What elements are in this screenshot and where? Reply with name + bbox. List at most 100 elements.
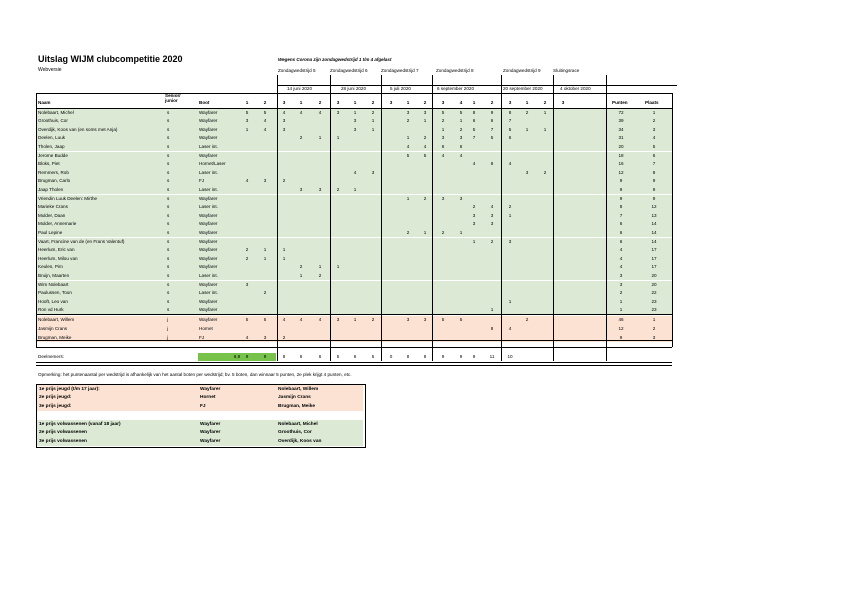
competitor-name: Groothuis, Cor bbox=[38, 118, 68, 124]
col-boot-header: Boot bbox=[199, 100, 210, 105]
col-race-number: 2 bbox=[371, 100, 375, 105]
prize-label: 3e prijs volwassenen bbox=[39, 438, 87, 444]
col-race-number: 3 bbox=[561, 100, 565, 105]
competitor-name: Marieke Crans bbox=[38, 204, 68, 210]
race-score: 3 bbox=[459, 135, 463, 141]
senior-junior: s bbox=[167, 238, 170, 244]
senior-junior: s bbox=[167, 264, 170, 270]
boat-type: Laser int. bbox=[199, 186, 218, 192]
total-points: 72 bbox=[618, 109, 624, 115]
total-points: 6 bbox=[619, 221, 623, 227]
table-row: Groothuis, Cor s Wayfarer 3 4 3 3 1 2 1 2 1 6 6 7 39 2 bbox=[36, 117, 672, 126]
boat-type: Laser int. bbox=[199, 169, 218, 175]
participants-row: Deelnemers: 6,9 9 9 8 6 6 5 6 5 0 8 8 9 9 9 11 10 bbox=[36, 353, 672, 362]
race-score: 3 bbox=[282, 118, 286, 124]
table-row: Wim Nolebaart s Wayfarer 3 3 20 bbox=[36, 280, 672, 290]
race-score: 4 bbox=[299, 109, 303, 115]
col-points-header: Punten bbox=[612, 100, 628, 105]
race-score: 5 bbox=[245, 317, 249, 323]
race-score: 5 bbox=[263, 109, 267, 115]
senior-junior: s bbox=[167, 212, 170, 218]
race-score: 4 bbox=[441, 152, 445, 158]
senior-junior: s bbox=[167, 152, 170, 158]
race-score: 3 bbox=[406, 317, 410, 323]
race-score: 1 bbox=[406, 195, 410, 201]
senior-junior: s bbox=[167, 221, 170, 227]
race-score: 1 bbox=[299, 272, 303, 278]
competitor-name: Ron vd Hurk bbox=[38, 307, 64, 313]
total-points: 39 bbox=[618, 118, 624, 124]
final-place: 3 bbox=[652, 126, 656, 132]
prize-winner: Nolebaart, Michel bbox=[278, 421, 318, 427]
table-row: Vaart, Francine van de (en Frans Valentu… bbox=[36, 237, 672, 247]
race-score: 1 bbox=[459, 118, 463, 124]
final-place: 4 bbox=[652, 135, 656, 141]
final-place: 14 bbox=[651, 229, 657, 235]
total-points: 12 bbox=[618, 169, 624, 175]
race-score: 1 bbox=[263, 247, 267, 253]
col-race-number: 1 bbox=[299, 100, 303, 105]
race-score: 3 bbox=[371, 169, 375, 175]
grid-line bbox=[381, 75, 382, 361]
race-score: 3 bbox=[336, 317, 340, 323]
race-score: 3 bbox=[472, 212, 476, 218]
race-score: 1 bbox=[543, 109, 547, 115]
total-points: 9 bbox=[619, 334, 623, 340]
total-points: 20 bbox=[618, 143, 624, 149]
race-score: 1 bbox=[263, 255, 267, 261]
race-score: 4 bbox=[263, 118, 267, 124]
col-race-number: 4 bbox=[459, 100, 463, 105]
race-score: 2 bbox=[543, 169, 547, 175]
race-score: 3 bbox=[353, 126, 357, 132]
participant-count: 10 bbox=[507, 354, 513, 359]
table-row: Heerlum, Eric van s Wayfarer 2 1 1 4 17 bbox=[36, 246, 672, 255]
participant-count: 5 bbox=[336, 354, 340, 359]
prize-winner: Overdijk, Koos van bbox=[278, 438, 322, 444]
final-place: 23 bbox=[651, 298, 657, 304]
competitor-name: Bloks, Piet bbox=[38, 161, 60, 167]
total-points: 34 bbox=[618, 126, 624, 132]
senior-junior: s bbox=[167, 143, 170, 149]
competitor-name: Paul Lepine bbox=[38, 229, 63, 235]
total-points: 1 bbox=[619, 298, 623, 304]
race-score: 5 bbox=[459, 317, 463, 323]
boat-type: Wayfarer bbox=[199, 317, 218, 323]
prize-row: 1e prijs jeugd (t/m 17 jaar): Wayfarer Nol… bbox=[37, 385, 363, 394]
race-name: Zondagwedstrijd 8 bbox=[436, 68, 474, 73]
race-score: 5 bbox=[490, 135, 494, 141]
final-place: 7 bbox=[652, 161, 656, 167]
race-score: 5 bbox=[508, 126, 512, 132]
average-participants: 6,9 bbox=[233, 354, 241, 359]
competitor-name: Deelen, Luuk bbox=[38, 135, 66, 141]
total-points: 7 bbox=[619, 212, 623, 218]
col-senior-header: Senior/ junior bbox=[165, 93, 181, 103]
prize-boat: Wayfarer bbox=[200, 438, 221, 444]
senior-junior: s bbox=[167, 126, 170, 132]
grid-line bbox=[36, 93, 672, 94]
prize-label: 1e prijs volwassenen (vanaf 18 jaar) bbox=[39, 421, 121, 427]
grid-line bbox=[36, 93, 37, 347]
prize-winner: Groothuis, Cor bbox=[278, 430, 312, 435]
grid-line bbox=[432, 75, 433, 361]
table-row: Brugman, Meike j FJ 4 3 2 9 3 bbox=[36, 333, 672, 343]
race-score: 3 bbox=[353, 118, 357, 124]
total-points: 8 bbox=[619, 204, 623, 210]
race-date: 28 juni 2020 bbox=[341, 86, 367, 91]
race-score: 5 bbox=[441, 109, 445, 115]
race-score: 1 bbox=[423, 229, 427, 235]
senior-junior: j bbox=[167, 317, 169, 323]
boat-type: Wayfarer bbox=[199, 298, 218, 304]
final-place: 14 bbox=[651, 238, 657, 244]
competitor-name: Brugman, Carlo bbox=[38, 178, 71, 184]
total-points: 2 bbox=[619, 290, 623, 296]
race-score: 3 bbox=[423, 317, 427, 323]
final-place: 14 bbox=[651, 221, 657, 227]
race-score: 4 bbox=[245, 334, 249, 340]
senior-junior: j bbox=[167, 326, 169, 331]
grid-line bbox=[36, 314, 672, 315]
boat-type: Wayfarer bbox=[199, 135, 218, 141]
boat-type: Laser int. bbox=[199, 204, 218, 210]
senior-junior: s bbox=[167, 247, 170, 253]
total-points: 9 bbox=[619, 186, 623, 192]
final-place: 20 bbox=[651, 272, 657, 278]
